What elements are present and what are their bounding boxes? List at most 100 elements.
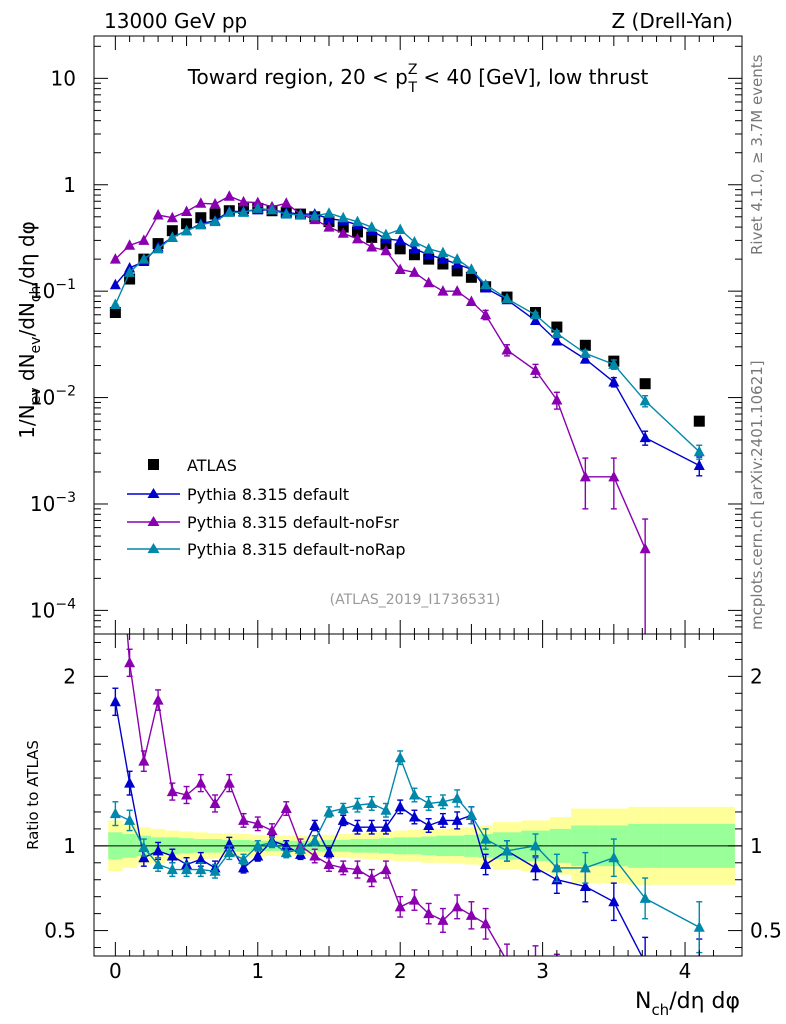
header-left: 13000 GeV pp (104, 9, 247, 33)
default-ratio-point (451, 814, 463, 825)
default-ratio-point (394, 800, 406, 812)
default-ratio-point (309, 819, 321, 831)
norap-ratio-point (109, 807, 121, 819)
norap-point (152, 242, 164, 254)
top-y-tick-label: 10−4 (30, 596, 76, 622)
default-point (423, 248, 435, 260)
nofsr-point (181, 205, 193, 217)
nofsr-ratio-point (280, 802, 292, 814)
default-ratio-point (529, 861, 541, 873)
atlas-point (181, 218, 193, 230)
default-ratio-point (109, 695, 121, 707)
norap-ratio-point (309, 834, 321, 846)
norap-point (366, 221, 378, 232)
top-y-tick-label: 10−2 (30, 384, 76, 410)
bottom-y-tick-label-right: 1 (750, 834, 763, 858)
norap-point (181, 224, 193, 236)
default-ratio-point (238, 861, 250, 873)
atlas-point (693, 415, 705, 427)
default-ratio-point (640, 957, 651, 968)
norap-ratio-point (423, 797, 435, 808)
norap-point (166, 231, 178, 242)
norap-ratio-point (394, 751, 406, 763)
atlas-point (209, 208, 221, 220)
nofsr-point (209, 197, 221, 209)
norap-point (529, 308, 541, 320)
norap-point (408, 235, 420, 247)
nofsr-point (423, 276, 435, 288)
norap-ratio-point (323, 805, 335, 817)
nofsr-point (109, 253, 121, 264)
legend: ATLAS Pythia 8.315 default Pythia 8.315 … (127, 456, 405, 559)
norap-ratio-point (366, 797, 378, 808)
nofsr-ratio-point (166, 785, 178, 797)
legend-label-default: Pythia 8.315 default (187, 485, 349, 504)
bottom-y-tick-label: 1 (63, 834, 76, 858)
norap-point (501, 292, 513, 304)
norap-point (608, 358, 620, 369)
nofsr-point (465, 295, 477, 306)
default-point (693, 459, 705, 470)
nofsr-point (238, 195, 250, 207)
norap-ratio-point (437, 795, 449, 807)
atlas-point (124, 273, 136, 285)
nofsr-ratio-point (580, 999, 591, 1010)
nofsr-ratio-point (351, 863, 363, 875)
default-ratio-point (138, 851, 150, 863)
default-point (394, 234, 406, 245)
legend-marker-norap (147, 543, 160, 553)
norap-point (223, 206, 235, 217)
default-point (639, 431, 651, 443)
norap-point (551, 327, 563, 339)
legend-label-norap: Pythia 8.315 default-noRap (187, 540, 405, 559)
norap-point (266, 203, 278, 215)
default-ratio-point (366, 821, 378, 832)
default-ratio-point (423, 819, 435, 831)
nofsr-point (252, 196, 264, 208)
nofsr-point (280, 197, 292, 208)
norap-point (252, 202, 264, 213)
norap-point (380, 228, 392, 240)
default-ratio-point (694, 967, 705, 978)
nofsr-ratio-point (337, 861, 349, 873)
default-ratio-point (579, 880, 591, 892)
norap-ratio-point (693, 921, 705, 932)
header-right: Z (Drell-Yan) (611, 9, 733, 33)
default-ratio-point (124, 777, 136, 788)
norap-ratio-point (266, 836, 278, 847)
norap-ratio-point (608, 851, 620, 863)
default-ratio-point (337, 814, 349, 825)
nofsr-ratio-point (309, 850, 321, 861)
atlas-point (394, 243, 406, 255)
nofsr-point (223, 190, 235, 201)
atlas-point (451, 265, 463, 277)
norap-point (465, 263, 477, 274)
nofsr-ratio-point (408, 894, 420, 905)
norap-point (109, 298, 121, 309)
nofsr-point (608, 470, 620, 482)
norap-ratio-point (252, 839, 264, 851)
plot-title: Toward region, 20 < pZ T < 40 [GeV], low … (187, 62, 649, 96)
x-tick-label: 2 (394, 959, 407, 983)
bottom-y-tick-label: 2 (63, 664, 76, 688)
default-point (551, 335, 563, 346)
x-tick-label: 1 (251, 959, 264, 983)
norap-point (238, 206, 250, 217)
norap-point (423, 242, 435, 254)
atlas-point (109, 307, 121, 319)
nofsr-point (480, 308, 492, 320)
norap-ratio-point (501, 844, 513, 856)
nofsr-ratio-point (195, 777, 207, 788)
analysis-id: (ATLAS_2019_I1736531) (330, 592, 501, 608)
nofsr-point (529, 364, 541, 375)
default-point (408, 242, 420, 254)
bottom-ylabel: Ratio to ATLAS (24, 740, 42, 850)
norap-ratio-point (639, 892, 651, 903)
legend-label-atlas: ATLAS (187, 456, 237, 475)
nofsr-ratio-point (451, 900, 463, 912)
norap-ratio-point (138, 841, 150, 853)
norap-ratio-point (181, 863, 193, 875)
nofsr-point (138, 234, 150, 245)
legend-marker-nofsr (147, 516, 160, 526)
norap-ratio-point (351, 799, 363, 810)
